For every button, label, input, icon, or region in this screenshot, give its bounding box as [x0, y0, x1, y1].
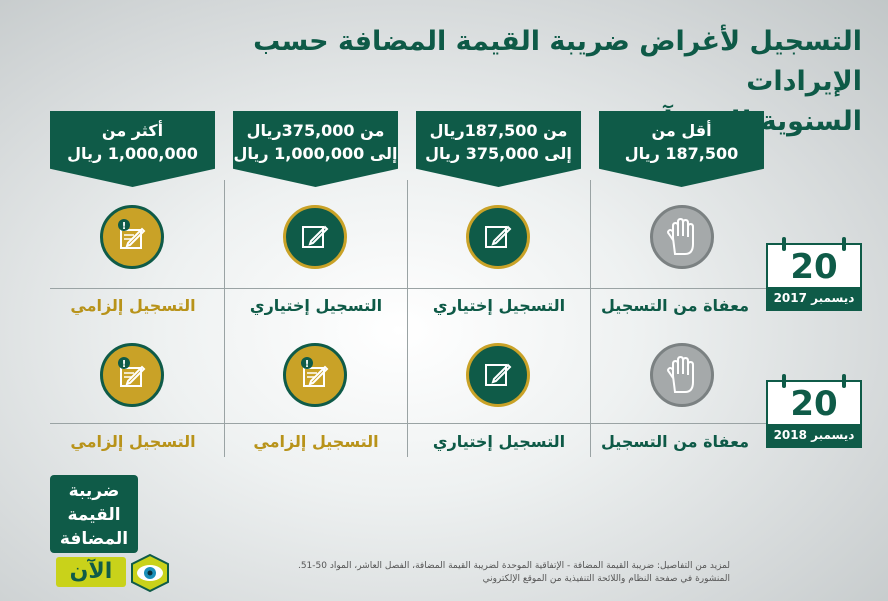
header-tier-1-line1: أقل من — [651, 121, 712, 140]
cell-label: معفاة من التسجيل — [601, 296, 749, 315]
cell-label: التسجيل إختياري — [432, 296, 566, 315]
calendar-2017: 20 ديسمبر 2017 — [766, 237, 862, 311]
edit-icon — [466, 343, 530, 407]
header-tier-1-line2: 187,500 ريال — [624, 144, 739, 163]
header-tier-2-line2: إلى 375,000 ريال — [425, 144, 572, 163]
eye-icon — [131, 553, 169, 593]
hand-icon — [650, 205, 714, 269]
edit-alert-icon: ! — [100, 205, 164, 269]
brand-logo: الآن — [56, 557, 126, 587]
header-tier-3-line1: من 375,000ريال — [246, 121, 385, 140]
hand-icon — [650, 343, 714, 407]
page-title: التسجيل لأغراض ضريبة القيمة المضافة حسب … — [142, 22, 862, 142]
calendar-day: 20 — [790, 247, 838, 287]
cell-label: معفاة من التسجيل — [601, 432, 749, 451]
column-divider — [224, 180, 225, 457]
footer-line-1: لمزيد من التفاصيل: ضريبة القيمة المضافة … — [297, 561, 730, 571]
footer-note: لمزيد من التفاصيل: ضريبة القيمة المضافة … — [280, 560, 730, 586]
edit-alert-icon: ! — [283, 343, 347, 407]
cell-label: التسجيل إلزامي — [70, 432, 196, 451]
header-tier-4: أكثر من 1,000,000 ريال — [50, 111, 215, 187]
footer-line-2: المنشورة في صفحة النظام واللائحة التنفيذ… — [482, 574, 730, 584]
vat-logo: ضريبة القيمة المضافة — [50, 475, 138, 553]
calendar-day: 20 — [790, 384, 838, 424]
svg-text:!: ! — [122, 221, 127, 232]
logo-line-3: المضافة — [59, 529, 129, 549]
logo-line-1: ضريبة — [68, 481, 120, 501]
calendar-label: ديسمبر 2018 — [768, 424, 860, 446]
column-divider — [590, 180, 591, 457]
calendar-label: ديسمبر 2017 — [768, 287, 860, 309]
row-divider — [50, 288, 820, 289]
edit-alert-icon: ! — [100, 343, 164, 407]
cell-label: التسجيل إلزامي — [253, 432, 379, 451]
cell-label: التسجيل إلزامي — [70, 296, 196, 315]
cell-label: التسجيل إختياري — [432, 432, 566, 451]
title-line-1: التسجيل لأغراض ضريبة القيمة المضافة حسب … — [253, 26, 862, 97]
svg-text:!: ! — [305, 359, 310, 370]
edit-icon — [466, 205, 530, 269]
svg-text:!: ! — [122, 359, 127, 370]
header-tier-2: من 187,500ريال إلى 375,000 ريال — [416, 111, 581, 187]
logo-line-2: القيمة — [67, 505, 121, 525]
header-tier-2-line1: من 187,500ريال — [429, 121, 568, 140]
column-divider — [407, 180, 408, 457]
header-tier-3: من 375,000ريال إلى 1,000,000 ريال — [233, 111, 398, 187]
calendar-2018: 20 ديسمبر 2018 — [766, 374, 862, 448]
header-tier-3-line2: إلى 1,000,000 ريال — [233, 144, 398, 163]
row-divider — [50, 423, 820, 424]
header-tier-4-line1: أكثر من — [101, 121, 164, 140]
cell-label: التسجيل إختياري — [249, 296, 383, 315]
header-tier-4-line2: 1,000,000 ريال — [67, 144, 198, 163]
edit-icon — [283, 205, 347, 269]
header-tier-1: أقل من 187,500 ريال — [599, 111, 764, 187]
